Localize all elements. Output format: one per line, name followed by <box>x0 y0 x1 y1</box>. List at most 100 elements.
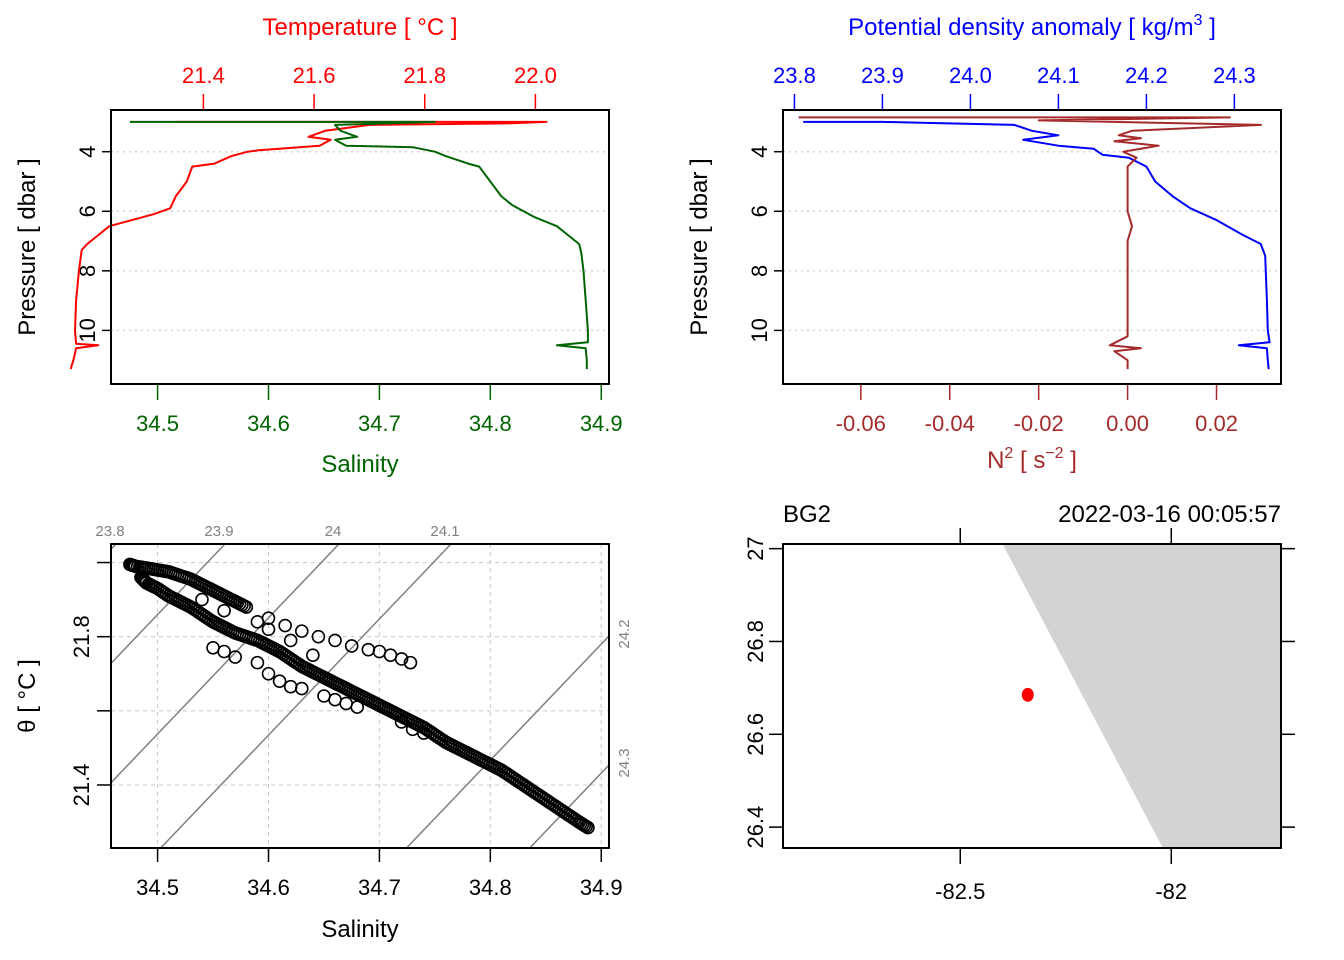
series-line-potential-density-anomaly <box>803 120 1271 370</box>
data-point <box>250 655 265 670</box>
n2-axis: -0.06 -0.04 -0.02 0.00 0.02 <box>836 384 1238 436</box>
y-tick-label: 4 <box>75 146 100 158</box>
bottom-tick-label: -0.06 <box>836 411 886 436</box>
isopycnal-label: 24.3 <box>616 748 633 777</box>
data-point <box>328 692 342 707</box>
density-n2-profile-panel: Potential density anomaly [ kg/m3 ] 23.8… <box>686 12 1282 474</box>
isopycnal-label: 23.8 <box>95 523 124 540</box>
data-point <box>272 674 287 688</box>
isopycnal-lines: 23.8 23.9 24 24.1 24.2 24.3 <box>95 523 633 848</box>
data-point <box>311 629 326 644</box>
pressure-axis: 4 6 8 10 <box>747 146 1281 343</box>
y-tick-label: 26.8 <box>743 620 768 663</box>
series-line-n- <box>798 116 1262 370</box>
scatter-points <box>123 557 595 835</box>
station-marker <box>1021 687 1034 702</box>
data-point <box>579 819 593 834</box>
x-tick-label: 34.5 <box>136 875 179 900</box>
data-point <box>403 655 418 670</box>
bottom-tick-label: 34.5 <box>136 411 179 436</box>
pressure-axis-title: Pressure [ dbar ] <box>14 158 41 335</box>
plot-frame <box>110 543 610 849</box>
y-tick-label: 8 <box>75 265 100 277</box>
x-tick-label: 34.6 <box>247 875 290 900</box>
bottom-tick-label: 34.8 <box>469 411 512 436</box>
bottom-tick-label: -0.02 <box>1014 411 1064 436</box>
y-tick-label: 26.6 <box>743 713 768 756</box>
data-point <box>306 648 320 663</box>
data-point <box>317 689 331 703</box>
top-tick-label: 24.3 <box>1213 63 1256 88</box>
x-axis-title: Salinity <box>321 916 398 943</box>
y-tick-label: 4 <box>747 146 772 158</box>
bottom-tick-label: 34.6 <box>247 411 290 436</box>
temperature-axis: 21.4 21.6 21.8 22.0 <box>182 63 557 110</box>
n2-axis-title: N2 [ s−2 ] <box>987 445 1077 474</box>
data-point <box>344 639 359 653</box>
top-tick-label: 21.6 <box>293 63 336 88</box>
axes: -82.5 -82 26.4 26.6 26.8 27 <box>743 528 1295 904</box>
x-tick-label: 34.8 <box>469 875 512 900</box>
top-tick-label: 24.1 <box>1037 63 1080 88</box>
pressure-axis-title: Pressure [ dbar ] <box>686 158 713 335</box>
data-point <box>228 650 243 664</box>
data-point <box>328 633 342 648</box>
bottom-tick-label: 0.02 <box>1195 411 1238 436</box>
x-tick-label: 34.7 <box>358 875 401 900</box>
coastline-land <box>1002 544 1281 848</box>
isopycnal-line <box>111 544 117 551</box>
isopycnal-group <box>111 544 609 848</box>
isopycnal-line <box>405 635 609 848</box>
bottom-tick-label: 0.00 <box>1106 411 1149 436</box>
x-tick-label: -82 <box>1155 879 1187 904</box>
y-tick-label: 21.8 <box>69 615 94 658</box>
y-axis-title: θ [ °C ] <box>14 659 41 733</box>
profile-lines <box>69 120 589 370</box>
data-point <box>217 603 231 618</box>
plot-frame <box>110 109 610 385</box>
y-tick-label: 27 <box>743 536 768 560</box>
temperature-axis-title: Temperature [ °C ] <box>263 14 458 41</box>
data-point <box>361 642 376 657</box>
axes: 34.5 34.6 34.7 34.8 34.9 21.4 21.8 <box>69 561 623 900</box>
data-point <box>206 641 220 655</box>
data-point <box>261 622 276 637</box>
land-polygon <box>1002 544 1281 848</box>
station-datetime: 2022-03-16 00:05:57 <box>1058 501 1281 528</box>
isopycnal-label: 23.9 <box>204 523 233 540</box>
isopycnal-label: 24 <box>325 523 342 540</box>
top-tick-label: 21.8 <box>403 63 446 88</box>
isopycnal-label: 24.1 <box>430 523 459 540</box>
isopycnal-line <box>111 544 226 665</box>
series-line-temperature <box>69 120 548 370</box>
profile-lines <box>798 116 1271 370</box>
data-point <box>283 679 298 694</box>
data-point <box>278 618 292 633</box>
station-point <box>1021 687 1034 702</box>
data-point <box>195 592 209 607</box>
top-tick-label: 24.0 <box>949 63 992 88</box>
data-point <box>250 615 265 629</box>
bottom-tick-label: 34.7 <box>358 411 401 436</box>
isopycnal-line <box>159 544 452 848</box>
bottom-tick-label: 34.9 <box>580 411 623 436</box>
y-tick-label: 6 <box>75 205 100 217</box>
data-point <box>237 599 251 613</box>
pressure-axis: 4 6 8 10 <box>75 146 609 343</box>
top-tick-label: 23.8 <box>773 63 816 88</box>
data-point <box>283 633 298 648</box>
station-name: BG2 <box>783 501 831 528</box>
temp-salinity-profile-panel: Temperature [ °C ] 21.4 21.6 21.8 22.0 34.5… <box>14 14 623 478</box>
plot-frame <box>782 109 1282 385</box>
x-tick-label: 34.9 <box>580 875 623 900</box>
x-tick-label: -82.5 <box>935 879 985 904</box>
top-tick-label: 21.4 <box>182 63 225 88</box>
ts-diagram-panel: 23.8 23.9 24 24.124.224.3 34.5 34.6 34.7 34.8 3… <box>14 523 633 943</box>
data-point <box>383 648 398 663</box>
data-point <box>294 624 309 638</box>
salinity-axis: 34.5 34.6 34.7 34.8 34.9 <box>136 384 623 436</box>
y-tick-label: 26.4 <box>743 806 768 849</box>
plot-frame <box>782 543 1282 849</box>
y-tick-label: 21.4 <box>69 764 94 807</box>
